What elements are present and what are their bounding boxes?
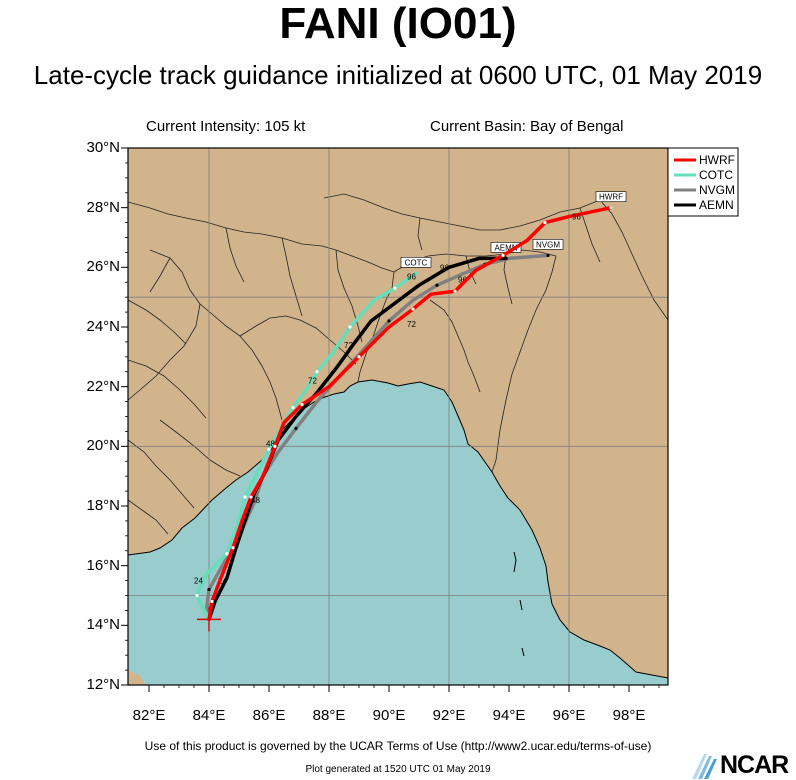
x-tick-label-86: 86°E bbox=[252, 707, 286, 724]
track-point-cotc bbox=[195, 593, 199, 598]
track-point-nvgm bbox=[546, 253, 550, 257]
track-point-cotc bbox=[291, 405, 295, 410]
track-point-hwrf bbox=[300, 402, 304, 407]
ncar-logo-text: NCAR bbox=[720, 751, 789, 779]
legend-label-aemn: AEMN bbox=[699, 198, 734, 212]
coastline bbox=[128, 379, 668, 679]
end-tag-label-aemn: AEMN bbox=[494, 243, 517, 252]
track-point-aemn bbox=[504, 256, 508, 260]
forecast-hour-label-cotc: 72 bbox=[308, 377, 317, 386]
x-tick-label-96: 96°E bbox=[552, 707, 586, 724]
forecast-hour-label-aemn: 48 bbox=[266, 439, 275, 448]
plot-generated: Plot generated at 1520 UTC 01 May 2019 bbox=[305, 764, 491, 775]
track-point-aemn bbox=[447, 265, 451, 269]
terms-of-use: Use of this product is governed by the U… bbox=[144, 739, 652, 753]
end-tag-label-cotc: COTC bbox=[405, 258, 428, 267]
y-tick-label-14: 14°N bbox=[86, 616, 120, 634]
track-point-hwrf bbox=[231, 546, 235, 550]
x-tick-label-92: 92°E bbox=[432, 707, 466, 724]
forecast-hour-label-aemn: 72 bbox=[344, 341, 353, 350]
x-tick-label-94: 94°E bbox=[492, 707, 526, 724]
track-end-tag-hwrf: HWRF bbox=[595, 191, 627, 202]
end-tag-box-hwrf bbox=[595, 191, 627, 202]
track-point-hwrf bbox=[453, 289, 457, 293]
x-tick-label-98: 98°E bbox=[612, 707, 646, 724]
y-tick-label-12: 12°N bbox=[86, 676, 120, 693]
track-point-hwrf bbox=[249, 495, 253, 499]
current-position-marker bbox=[197, 607, 221, 632]
track-point-cotc bbox=[315, 370, 319, 374]
axis-ticks bbox=[121, 147, 660, 692]
chart-subtitle: Late-cycle track guidance initialized at… bbox=[33, 60, 763, 90]
track-point-aemn bbox=[393, 301, 397, 305]
track-point-hwrf bbox=[609, 206, 613, 210]
legend-label-nvgm: NVGM bbox=[699, 183, 735, 197]
y-tick-label-18: 18°N bbox=[86, 497, 120, 514]
forecast-hour-label-nvgm: 96 bbox=[458, 275, 467, 284]
y-tick-label-28: 28°N bbox=[86, 198, 120, 216]
sri-lanka-hint bbox=[128, 670, 146, 685]
legend-label-cotc: COTC bbox=[699, 168, 733, 182]
end-tag-label-nvgm: NVGM bbox=[536, 240, 560, 249]
track-point-cotc bbox=[348, 325, 352, 329]
track-point-cotc bbox=[243, 495, 247, 499]
y-tick-label-16: 16°N bbox=[86, 556, 120, 574]
y-tick-label-30: 30°N bbox=[86, 139, 120, 156]
track-aemn bbox=[207, 256, 508, 622]
track-point-aemn bbox=[234, 546, 238, 550]
track-point-nvgm bbox=[207, 587, 211, 592]
track-point-hwrf bbox=[273, 444, 277, 448]
y-tick-label-20: 20°N bbox=[86, 437, 120, 455]
end-tag-box-nvgm bbox=[532, 239, 564, 250]
forecast-hour-label-aemn: 96 bbox=[440, 263, 449, 272]
track-point-hwrf bbox=[501, 253, 505, 257]
track-point-hwrf bbox=[210, 599, 214, 604]
legend: HWRF COTC NVGM AEMN bbox=[667, 147, 739, 217]
forecast-hour-label-nvgm: 72 bbox=[407, 320, 416, 329]
border-lines bbox=[128, 193, 668, 535]
y-tick-label-26: 26°N bbox=[86, 258, 120, 276]
x-tick-label-88: 88°E bbox=[312, 707, 346, 724]
track-point-hwrf bbox=[411, 307, 415, 311]
forecast-hour-label-aemn: 24 bbox=[218, 577, 227, 586]
track-point-nvgm bbox=[387, 319, 391, 323]
x-tick-label-90: 90°E bbox=[372, 707, 406, 724]
track-end-tag-cotc: COTC bbox=[400, 256, 432, 268]
forecast-hour-label-hwrf: 96 bbox=[572, 213, 581, 222]
end-tag-box-cotc bbox=[400, 256, 432, 268]
track-point-nvgm bbox=[435, 283, 439, 287]
track-point-nvgm bbox=[294, 426, 298, 431]
y-tick-label-22: 22°N bbox=[86, 377, 120, 395]
current-intensity: Current Intensity: 105 kt bbox=[146, 118, 306, 135]
track-point-cotc bbox=[225, 552, 229, 556]
bay-of-bengal-ocean bbox=[128, 380, 668, 685]
track-point-hwrf bbox=[543, 220, 547, 225]
ncar-logo-icon bbox=[692, 754, 717, 779]
x-tick-label-82: 82°E bbox=[132, 707, 166, 724]
current-basin: Current Basin: Bay of Bengal bbox=[430, 118, 624, 135]
model-tracks: 48 72 96 NVGM 24 72 96 COTC 24 48 72 96 AEMN 96 HWRF bbox=[194, 191, 627, 622]
legend-label-hwrf: HWRF bbox=[699, 153, 735, 167]
forecast-hour-label-cotc: 24 bbox=[194, 577, 203, 586]
track-point-aemn bbox=[213, 599, 217, 604]
track-hwrf bbox=[207, 205, 613, 622]
track-end-tag-nvgm: NVGM bbox=[532, 239, 564, 250]
forecast-hour-label-cotc: 96 bbox=[407, 272, 416, 281]
x-tick-label-84: 84°E bbox=[192, 707, 226, 724]
track-point-hwrf bbox=[357, 355, 361, 359]
y-tick-label-24: 24°N bbox=[86, 318, 120, 335]
end-tag-label-hwrf: HWRF bbox=[599, 193, 623, 202]
track-point-cotc bbox=[267, 447, 271, 451]
chart-title: FANI (IO01) bbox=[279, 0, 517, 48]
forecast-hour-label-nvgm: 48 bbox=[251, 496, 260, 505]
track-point-cotc bbox=[393, 286, 397, 290]
track-point-aemn bbox=[351, 343, 355, 347]
